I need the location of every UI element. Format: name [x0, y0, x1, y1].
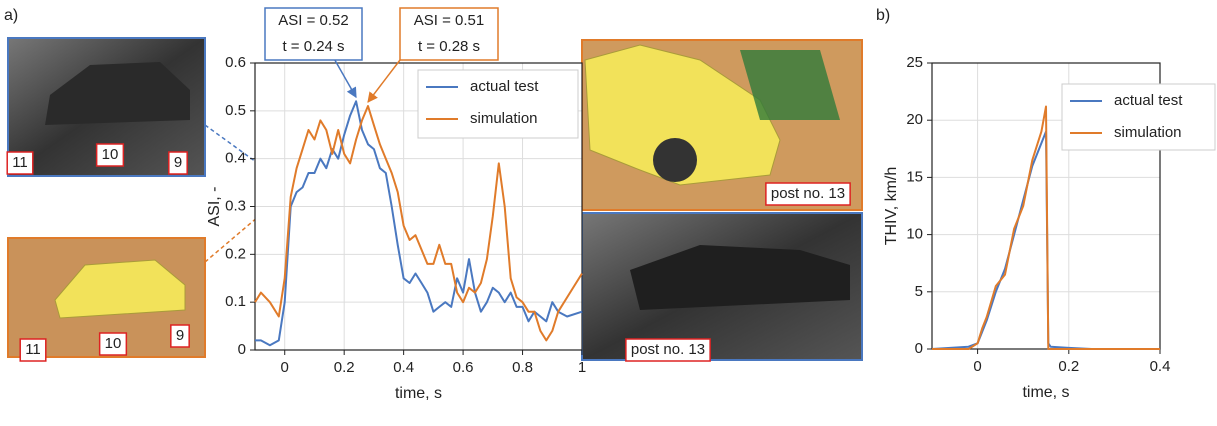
photo-label: 10 [105, 335, 122, 352]
x-tick-label: 0.4 [393, 359, 414, 376]
y-tick-label: 25 [906, 54, 923, 71]
annotation-text: ASI = 0.52 [278, 12, 348, 29]
x-axis-label: time, s [395, 385, 442, 402]
data-line [932, 105, 1160, 350]
legend-label: actual test [1114, 92, 1183, 109]
y-tick-label: 0.5 [225, 102, 246, 119]
photo-label-box [765, 182, 851, 206]
annotation-arrow [367, 59, 401, 103]
photo-label-box [168, 151, 188, 175]
x-tick-label: 0.4 [1150, 358, 1171, 375]
photo-test-post [581, 212, 863, 361]
data-line [254, 105, 583, 342]
photo-label-box [95, 143, 125, 167]
annotation-box [264, 7, 363, 61]
photo-sim-post [581, 39, 863, 211]
legend-box [1061, 83, 1216, 151]
x-tick-label: 0.2 [334, 359, 355, 376]
y-tick-label: 0.4 [225, 150, 246, 167]
annotation-arrow [334, 59, 357, 99]
photo-label: 11 [25, 341, 41, 358]
x-tick-label: 0 [973, 358, 981, 375]
y-tick-label: 0.6 [225, 54, 246, 71]
y-tick-label: 0.2 [225, 245, 246, 262]
photo-label: 9 [174, 154, 182, 171]
y-axis-label: ASI, - [206, 186, 223, 226]
pointer [204, 124, 293, 189]
panel-label: a) [4, 7, 18, 24]
photo-label: 9 [176, 327, 184, 344]
y-tick-label: 15 [906, 168, 923, 185]
photo-label-box [170, 324, 190, 348]
y-tick-label: 0 [915, 340, 923, 357]
y-tick-label: 0 [238, 341, 246, 358]
y-tick-label: 10 [906, 226, 923, 243]
legend-box [417, 69, 579, 139]
photo-label-box [625, 338, 711, 362]
legend-label: simulation [1114, 124, 1182, 141]
photo-label-box [6, 151, 34, 175]
y-tick-label: 20 [906, 111, 923, 128]
legend-label: actual test [470, 78, 539, 95]
x-tick-label: 0 [281, 359, 289, 376]
annotation-box [399, 7, 499, 61]
y-tick-label: 5 [915, 283, 923, 300]
annotation-text: t = 0.24 s [282, 38, 344, 55]
y-tick-label: 0.1 [225, 293, 246, 310]
panel-label: b) [876, 7, 890, 24]
x-tick-label: 1 [578, 359, 586, 376]
plot-frame [254, 62, 583, 351]
photo-label: 11 [12, 154, 28, 171]
photo-label-box [98, 332, 128, 356]
x-tick-label: 0.2 [1058, 358, 1079, 375]
legend-label: simulation [470, 110, 538, 127]
photo-label: post no. 13 [771, 185, 845, 202]
photo-label: post no. 13 [631, 341, 705, 358]
data-line [255, 100, 583, 347]
pointer [204, 187, 293, 263]
annotation-text: ASI = 0.51 [414, 12, 484, 29]
photo-label-box [19, 338, 47, 362]
y-tick-label: 0.3 [225, 197, 246, 214]
x-tick-label: 0.6 [453, 359, 474, 376]
y-axis-label: THIV, km/h [883, 167, 900, 246]
x-axis-label: time, s [1022, 384, 1069, 401]
photo-label: 10 [102, 146, 119, 163]
plot-frame [931, 62, 1161, 350]
annotation-text: t = 0.28 s [418, 38, 480, 55]
x-tick-label: 0.8 [512, 359, 533, 376]
